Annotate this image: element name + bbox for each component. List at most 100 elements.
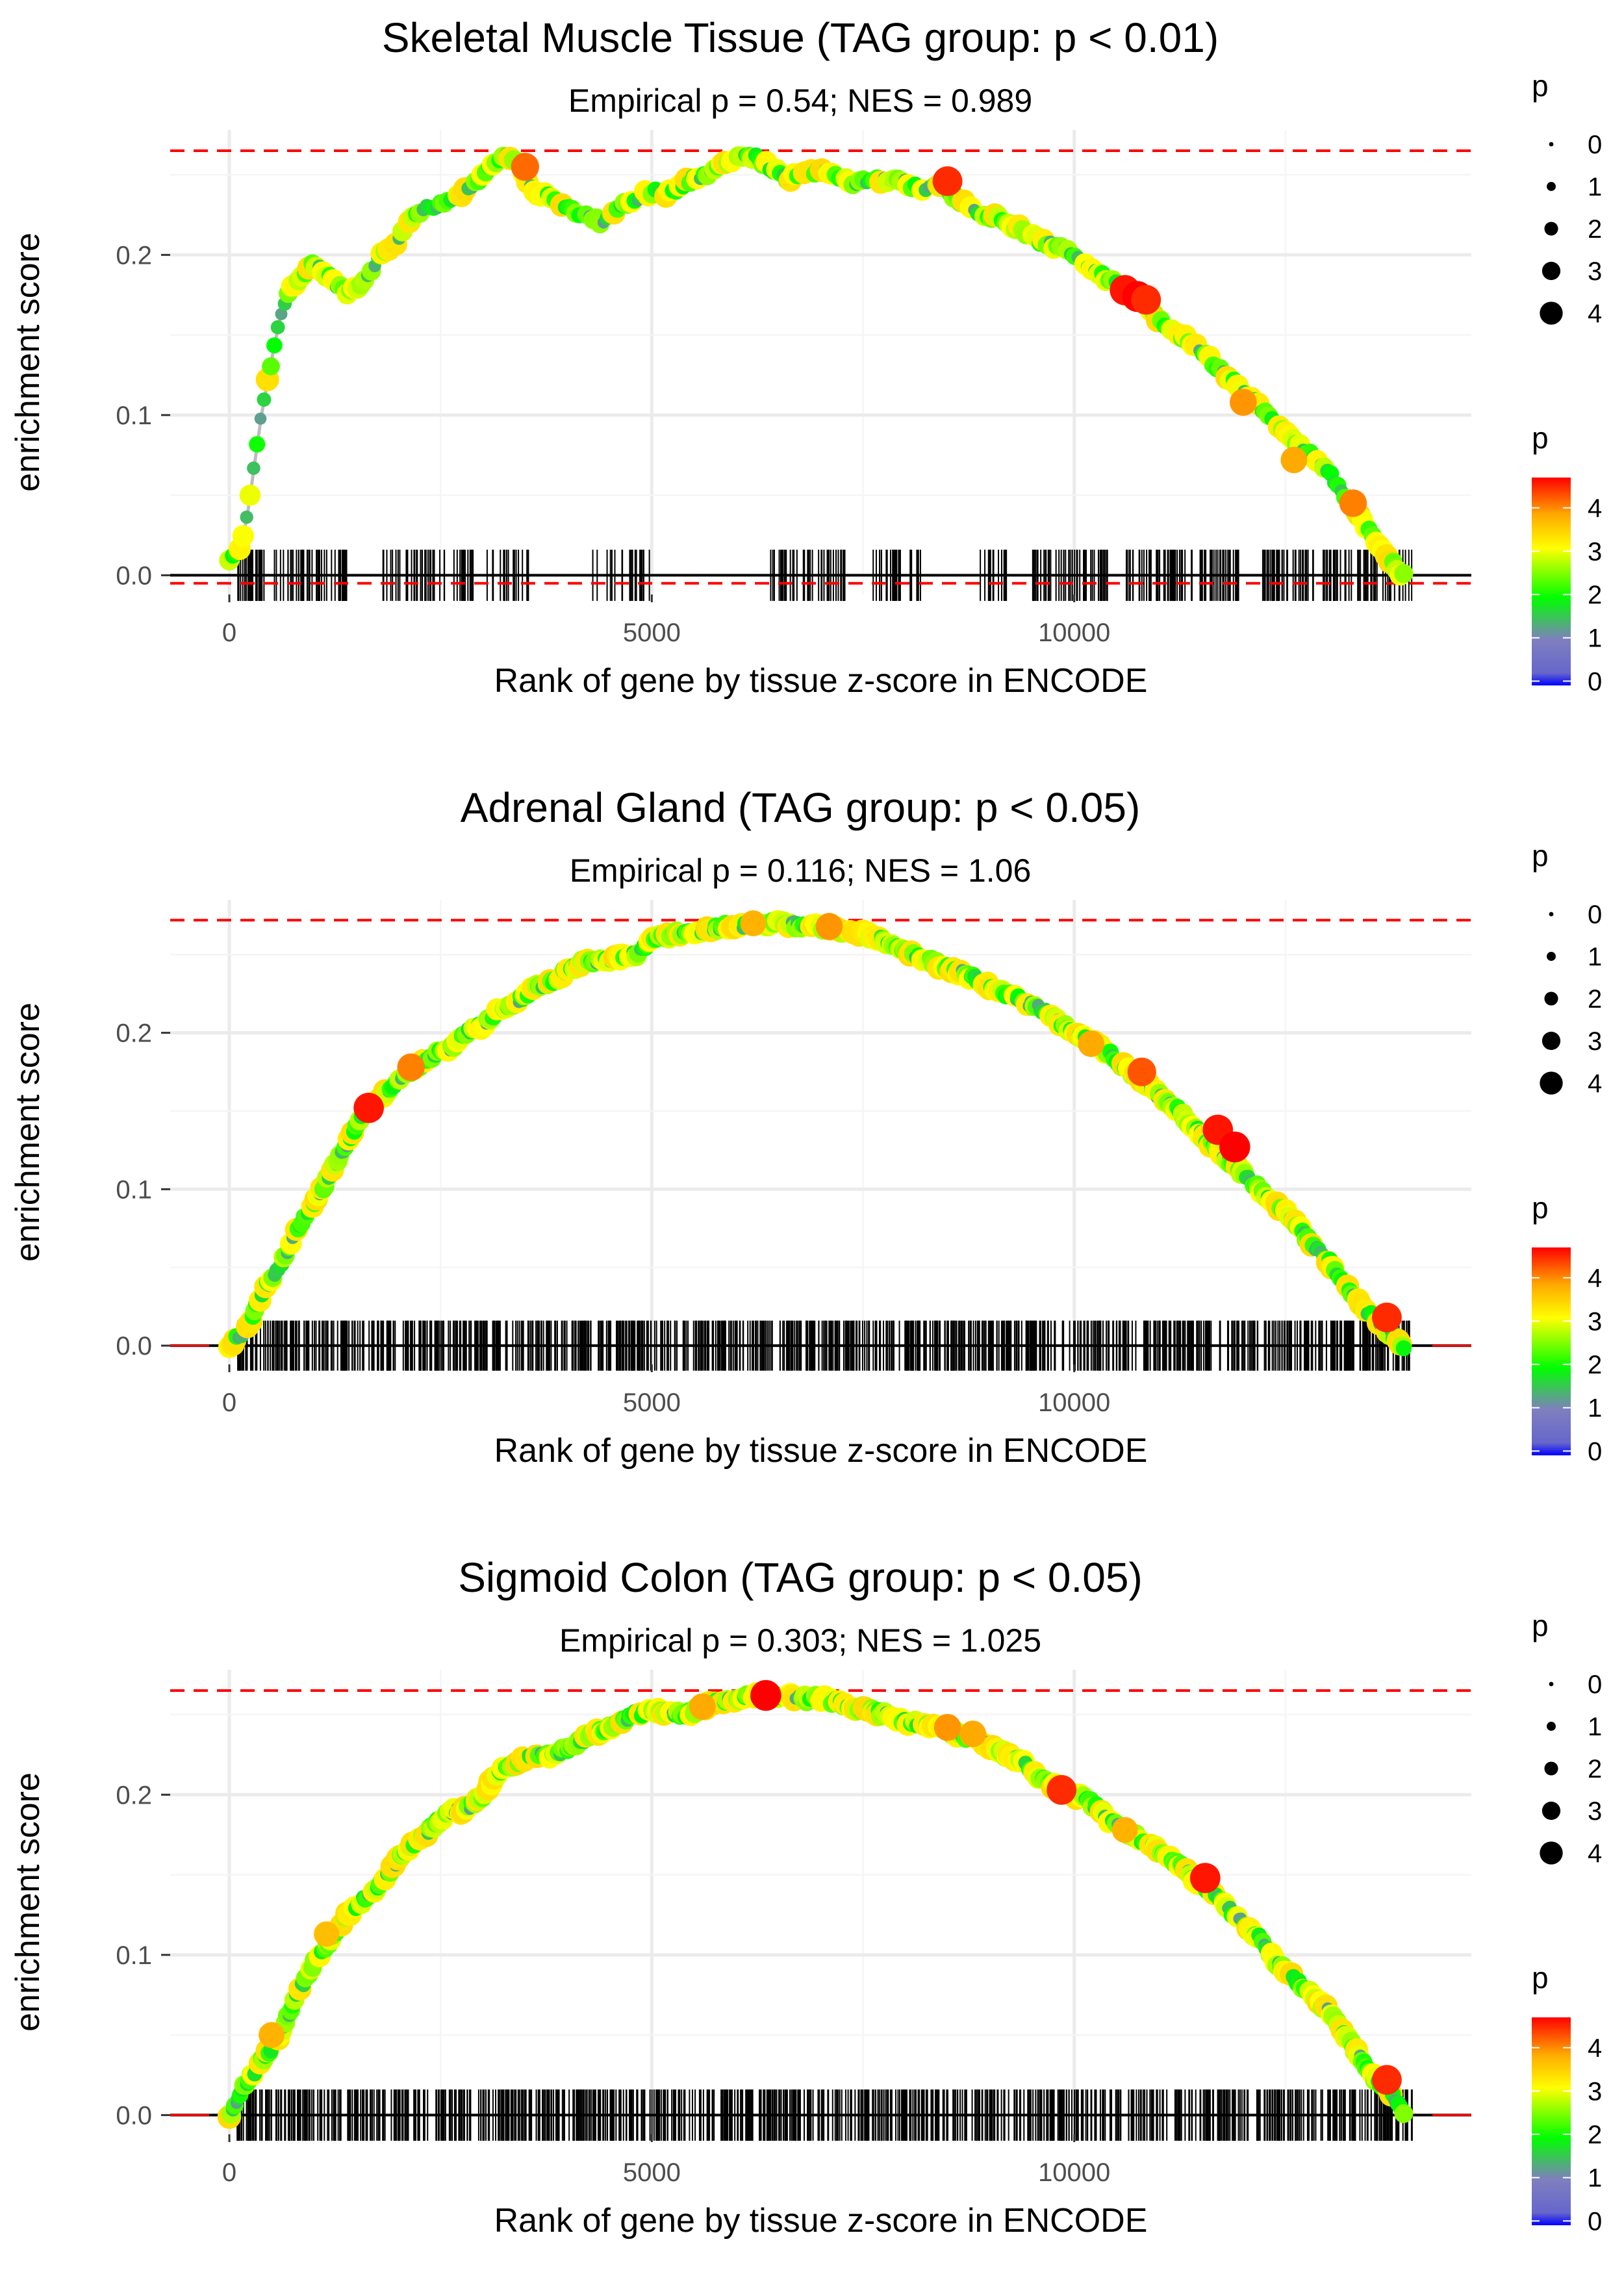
es-point [257,392,272,407]
y-tick-label: 0.2 [116,1019,152,1048]
color-legend-label: 3 [1588,1307,1602,1336]
es-point-highlight [353,1092,384,1123]
es-point [266,337,283,353]
es-point-highlight [1189,1863,1221,1893]
size-legend-label: 2 [1588,215,1602,244]
es-point-highlight [932,166,963,196]
es-point-highlight [1339,489,1367,517]
size-legend-key [1542,1031,1561,1051]
size-legend-label: 4 [1588,1839,1602,1868]
chart-subtitle: Empirical p = 0.303; NES = 1.025 [559,1622,1041,1659]
color-legend-label: 3 [1588,537,1602,566]
y-tick-label: 0.0 [116,1332,152,1361]
y-tick-label: 0.0 [116,561,152,590]
x-axis-title: Rank of gene by tissue z-score in ENCODE [494,2202,1148,2240]
es-point-highlight [314,1921,340,1947]
y-tick-label: 0.0 [116,2101,152,2130]
y-axis-title: enrichment score [9,1003,47,1262]
size-legend-label: 4 [1588,300,1602,328]
chart-title: Sigmoid Colon (TAG group: p < 0.05) [458,1554,1143,1601]
size-legend-key [1540,1071,1563,1095]
y-axis-title: enrichment score [9,233,47,492]
x-tick-label: 5000 [623,2158,681,2187]
x-tick-label: 10000 [1038,1388,1110,1417]
es-points [219,146,1414,586]
color-legend-label: 1 [1588,624,1602,653]
color-legend-bar [1532,478,1571,685]
es-point-highlight [959,1720,986,1748]
size-legend-key [1549,1681,1554,1687]
y-axis-title: enrichment score [9,1772,47,2032]
es-point-highlight [1047,1775,1077,1805]
x-tick-label: 5000 [623,1388,681,1417]
es-point-highlight [259,2022,285,2049]
es-point-highlight [1078,1030,1105,1057]
size-legend-key [1540,1841,1563,1865]
es-point-highlight [1230,389,1257,416]
size-legend-label: 1 [1588,173,1602,201]
size-legend: p 0 1 2 3 4 [1532,1609,1602,1868]
es-point-highlight [1111,1817,1138,1843]
size-legend-label: 1 [1588,943,1602,971]
es-point-highlight [1127,1057,1156,1086]
color-legend-label: 1 [1588,1394,1602,1423]
es-point [1395,1340,1412,1357]
size-legend-label: 0 [1588,1670,1602,1699]
es-point-highlight [1219,1131,1250,1163]
es-point-highlight [815,913,843,940]
es-point-highlight [933,1713,961,1741]
color-legend-label: 3 [1588,2077,1602,2106]
size-legend-title: p [1532,1609,1549,1642]
es-point [254,413,267,425]
size-legend-key [1549,912,1554,917]
y-tick-label: 0.1 [116,1175,152,1204]
x-tick-label: 0 [222,619,236,647]
es-point-highlight [689,1693,716,1720]
es-point-highlight [740,910,767,937]
color-legend: p 0 1 2 3 4 [1532,1191,1602,1466]
size-legend-title: p [1532,69,1549,103]
chart-subtitle: Empirical p = 0.116; NES = 1.06 [570,852,1032,889]
es-point-highlight [511,153,539,181]
color-legend-label: 1 [1588,2164,1602,2193]
color-legend-label: 4 [1588,494,1602,523]
size-legend: p 0 1 2 3 4 [1532,69,1602,328]
x-tick-label: 10000 [1038,2158,1110,2187]
size-legend-key [1544,991,1558,1006]
color-legend-title: p [1532,421,1549,455]
color-legend-bar [1532,1247,1571,1455]
chart-panel-1: Skeletal Muscle Tissue (TAG group: p < 0… [9,14,1602,700]
size-legend-label: 2 [1588,985,1602,1014]
chart-panel-2: Adrenal Gland (TAG group: p < 0.05) Empir… [9,784,1602,1470]
color-legend-label: 4 [1588,1264,1602,1293]
size-legend-label: 0 [1588,901,1602,929]
color-legend-label: 2 [1588,2121,1602,2149]
y-tick-label: 0.2 [116,1781,152,1809]
x-axis-title: Rank of gene by tissue z-score in ENCODE [494,662,1148,700]
y-tick-label: 0.1 [116,1941,152,1970]
chart-title: Adrenal Gland (TAG group: p < 0.05) [461,784,1141,831]
color-legend-bar [1532,2017,1571,2225]
size-legend-title: p [1532,839,1549,873]
size-legend-label: 3 [1588,1797,1602,1826]
size-legend-label: 0 [1588,131,1602,159]
chart-title: Skeletal Muscle Tissue (TAG group: p < 0… [382,14,1219,61]
color-legend: p 0 1 2 3 4 [1532,1961,1602,2236]
es-point [270,320,285,335]
es-point [232,525,254,547]
es-point-highlight [397,1053,425,1081]
color-legend-label: 0 [1588,1437,1602,1466]
es-point [262,357,280,376]
es-point-highlight [1280,446,1308,474]
size-legend-key [1547,182,1556,191]
es-point [247,461,260,475]
color-legend-label: 2 [1588,1351,1602,1379]
color-legend-title: p [1532,1191,1549,1225]
size-legend-key [1542,1801,1561,1820]
es-points [217,1680,1414,2129]
size-legend-label: 3 [1588,1027,1602,1056]
size-legend-label: 4 [1588,1069,1602,1098]
size-legend-key [1540,301,1563,325]
es-points [218,910,1412,1359]
